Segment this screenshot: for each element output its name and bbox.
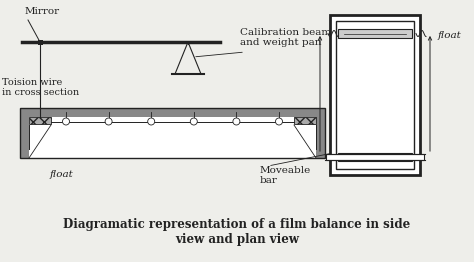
Circle shape (148, 118, 155, 125)
Bar (330, 15, 420, 175)
Circle shape (233, 118, 240, 125)
Text: Diagramatic representation of a film balance in side: Diagramatic representation of a film bal… (64, 218, 410, 231)
Text: Calibration beam
and weight pan: Calibration beam and weight pan (240, 28, 331, 47)
Bar (338, 29, 412, 38)
Circle shape (275, 118, 283, 125)
Text: Mirror: Mirror (25, 7, 60, 16)
Text: Toision wire
in cross section: Toision wire in cross section (2, 78, 79, 97)
Bar (29, 117, 51, 124)
Bar (336, 21, 414, 169)
Text: Moveable
bar: Moveable bar (260, 166, 311, 185)
Bar (37, 40, 43, 45)
Bar (29, 117, 316, 158)
Circle shape (105, 118, 112, 125)
Text: float: float (50, 170, 74, 179)
Bar (326, 154, 424, 160)
Circle shape (63, 118, 70, 125)
Bar (20, 108, 325, 158)
Text: float: float (438, 31, 462, 40)
Bar (20, 108, 325, 158)
Bar (294, 117, 316, 124)
Text: view and plan view: view and plan view (175, 233, 299, 246)
Bar (338, 153, 412, 161)
Circle shape (190, 118, 197, 125)
